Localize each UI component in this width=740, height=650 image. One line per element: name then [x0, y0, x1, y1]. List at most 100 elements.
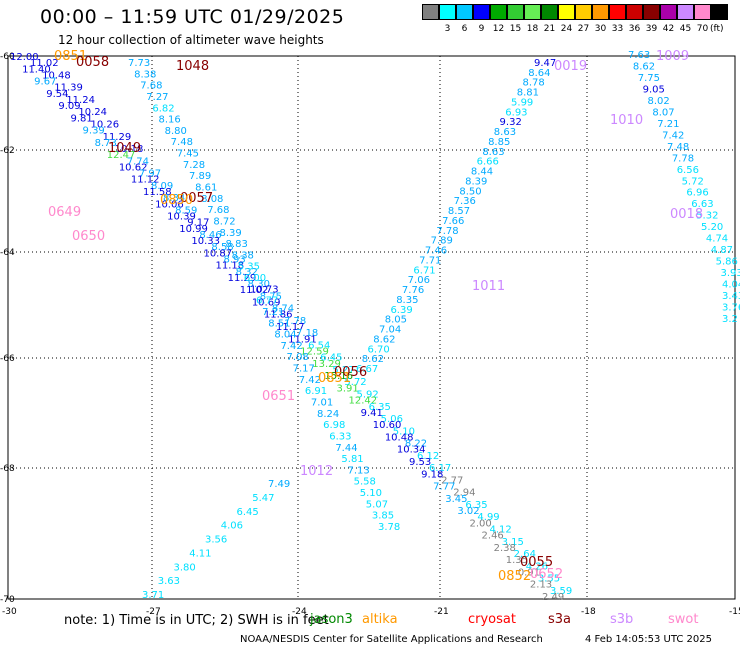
scale-unit: (ft) [710, 24, 724, 34]
scale-label: 3 [444, 24, 451, 34]
scale-swatch [592, 4, 609, 20]
wave-height-label: 5.32 [696, 211, 718, 222]
wave-height-label: 3.55 [538, 574, 560, 585]
y-tick-label: -70 [0, 595, 15, 605]
wave-height-label: 12.00 [10, 52, 39, 63]
wave-height-label: 2.94 [453, 488, 475, 499]
wave-height-label: 9.18 [421, 469, 443, 480]
y-tick-label: -62 [0, 146, 15, 156]
wave-height-label: 7.77 [433, 482, 455, 493]
pass-time-label: 0650 [72, 229, 105, 244]
wave-height-label: 6.71 [413, 265, 435, 276]
legend-item-altika: altika [362, 612, 398, 627]
legend-item-jason3: jason3 [310, 612, 353, 627]
y-tick-label: -64 [0, 248, 15, 258]
wave-height-label: 11.86 [264, 310, 293, 321]
wave-height-label: 8.62 [362, 354, 384, 365]
pass-time-label: 1010 [610, 113, 643, 128]
wave-height-label: 10.48 [385, 432, 414, 443]
wave-height-label: 7.78 [672, 153, 694, 164]
wave-height-label: 7.42 [662, 130, 684, 141]
map-frame [7, 55, 736, 600]
pass-time-label: 0057 [180, 191, 213, 206]
footnote: note: 1) Time is in UTC; 2) SWH is in fe… [64, 613, 329, 628]
x-tick-label: -24 [292, 607, 307, 617]
scale-swatch [626, 4, 643, 20]
y-tick-label: -66 [0, 354, 15, 364]
wave-height-label: 9.54 [46, 89, 68, 100]
wave-height-label: 6.45 [320, 353, 342, 364]
wave-height-label: 8.05 [385, 315, 407, 326]
pass-time-label: 1011 [472, 279, 505, 294]
wave-height-label: 7.44 [335, 443, 357, 454]
scale-label: 12 [492, 24, 505, 34]
wave-height-label: 8.35 [396, 295, 418, 306]
wave-height-label: 7.27 [146, 92, 168, 103]
scale-swatch [456, 4, 473, 20]
legend-item-swot: swot [668, 612, 699, 627]
wave-height-label: 15.16 [324, 371, 353, 382]
pass-time-label: 0851 [54, 49, 87, 64]
scale-label: 30 [594, 24, 607, 34]
wave-height-label: 7.89 [189, 171, 211, 182]
wave-height-label: 8.16 [158, 115, 180, 126]
scale-swatch [541, 4, 558, 20]
wave-height-label: 3.02 [457, 506, 479, 517]
scale-swatch [575, 4, 592, 20]
wave-height-label: 3.15 [502, 537, 524, 548]
scale-swatch [422, 4, 439, 20]
wave-height-label: 6.00 [244, 273, 266, 284]
scale-swatch [694, 4, 711, 20]
wave-height-label: 10.73 [250, 284, 279, 295]
wave-height-label: 7.21 [262, 307, 284, 318]
wave-height-label: 3.76 [722, 303, 740, 314]
scale-label: 33 [611, 24, 624, 34]
scale-swatch [609, 4, 626, 20]
wave-height-label: 5.35 [238, 262, 260, 273]
wave-height-label: 11.91 [288, 334, 317, 345]
wave-height-label: 8.85 [488, 137, 510, 148]
wave-height-label: 7.17 [293, 364, 315, 375]
wave-height-label: 8.22 [405, 439, 427, 450]
scale-label: 36 [628, 24, 641, 34]
wave-height-label: 4.99 [477, 512, 499, 523]
pass-time-label: 0019 [554, 59, 587, 74]
scale-label: 18 [526, 24, 539, 34]
scale-label: 9 [478, 24, 485, 34]
wave-height-label: 9.53 [409, 457, 431, 468]
wave-height-label: 10.39 [167, 212, 196, 223]
wave-height-label: 3.80 [174, 562, 196, 573]
scale-label: 27 [577, 24, 590, 34]
y-tick-label: -68 [0, 464, 15, 474]
wave-height-label: 6.98 [323, 420, 345, 431]
wave-height-label: 7.08 [287, 352, 309, 363]
scale-label: 21 [543, 24, 556, 34]
wave-height-label: 5.92 [357, 390, 379, 401]
wave-height-label: 7.48 [667, 142, 689, 153]
wave-height-label: 6.70 [367, 344, 389, 355]
wave-height-label: 3.63 [158, 576, 180, 587]
legend-item-s3b: s3b [610, 612, 634, 627]
wave-height-label: 9.05 [643, 84, 665, 95]
x-tick-label: -15 [729, 607, 740, 617]
wave-height-label: 2.38 [494, 543, 516, 554]
wave-height-label: 10.62 [119, 162, 148, 173]
wave-height-label: 8.04 [274, 330, 296, 341]
wave-height-label: 13.29 [312, 359, 341, 370]
wave-height-label: 8.30 [248, 279, 270, 290]
wave-height-label: 8.62 [373, 334, 395, 345]
pass-time-label: 0056 [334, 365, 367, 380]
wave-height-label: 10.34 [397, 445, 426, 456]
wave-height-label: 2.64 [514, 549, 536, 560]
wave-height-label: 3.59 [550, 586, 572, 597]
scale-swatch [660, 4, 677, 20]
wave-height-label: 2.77 [441, 475, 463, 486]
wave-height-label: 9.47 [534, 58, 556, 69]
wave-height-label: 10.87 [203, 248, 232, 259]
wave-height-label: 7.89 [431, 236, 453, 247]
pass-time-label: 0851 [318, 371, 351, 386]
x-tick-label: -27 [146, 607, 161, 617]
wave-height-label: 7.74 [127, 156, 149, 167]
scale-swatch [558, 4, 575, 20]
wave-height-label: 8.57 [448, 206, 470, 217]
